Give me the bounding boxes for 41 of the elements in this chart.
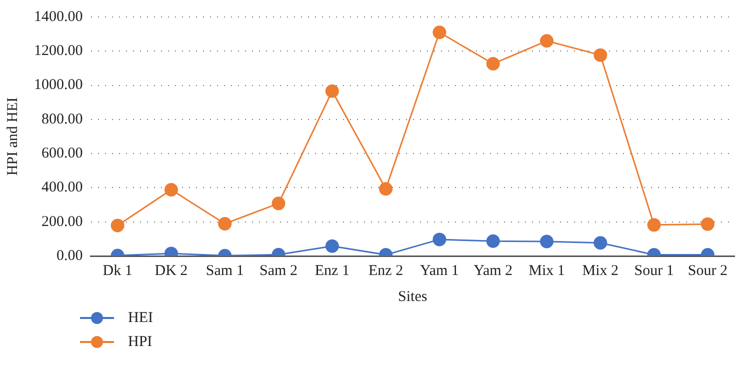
x-tick-label: Sam 2 <box>260 262 298 279</box>
x-tick-label: Enz 2 <box>368 262 404 279</box>
x-tick-label: Enz 1 <box>314 262 350 279</box>
y-tick-label: 1000.00 <box>34 77 83 94</box>
legend-label: HPI <box>128 334 152 350</box>
y-axis-title: HPI and HEI <box>4 97 21 176</box>
legend-label: HEI <box>128 310 153 326</box>
y-tick-label: 0.00 <box>56 248 83 264</box>
point <box>594 48 608 62</box>
x-tick-label: Mix 2 <box>582 262 619 279</box>
point <box>594 236 608 250</box>
point <box>218 216 232 230</box>
y-tick-label: 1200.00 <box>34 43 83 60</box>
x-tick-label: Yam 1 <box>420 262 459 279</box>
x-tick-label: Mix 1 <box>528 262 565 279</box>
point <box>325 84 339 98</box>
y-tick-label: 800.00 <box>42 111 83 128</box>
point <box>432 26 446 40</box>
point <box>272 196 286 210</box>
y-tick-label: 1400.00 <box>34 8 83 25</box>
point <box>540 234 554 248</box>
point <box>700 217 714 231</box>
point <box>486 234 500 248</box>
point <box>325 239 339 253</box>
point <box>432 232 446 246</box>
x-tick-label: Sam 1 <box>206 262 244 279</box>
x-tick-label: Sour 2 <box>688 262 728 279</box>
point <box>647 218 661 232</box>
x-tick-label: Sour 1 <box>634 262 674 279</box>
y-tick-label: 400.00 <box>42 180 83 196</box>
x-axis-title: Sites <box>398 288 428 305</box>
point <box>540 34 554 48</box>
point <box>486 57 500 71</box>
point <box>164 183 178 197</box>
x-tick-label: Yam 2 <box>474 262 513 279</box>
x-tick-label: DK 2 <box>154 262 188 279</box>
point <box>110 218 124 232</box>
y-tick-label: 600.00 <box>42 146 83 162</box>
point <box>379 182 393 196</box>
y-tick-label: 200.00 <box>42 214 83 230</box>
x-tick-label: Dk 1 <box>102 262 132 279</box>
